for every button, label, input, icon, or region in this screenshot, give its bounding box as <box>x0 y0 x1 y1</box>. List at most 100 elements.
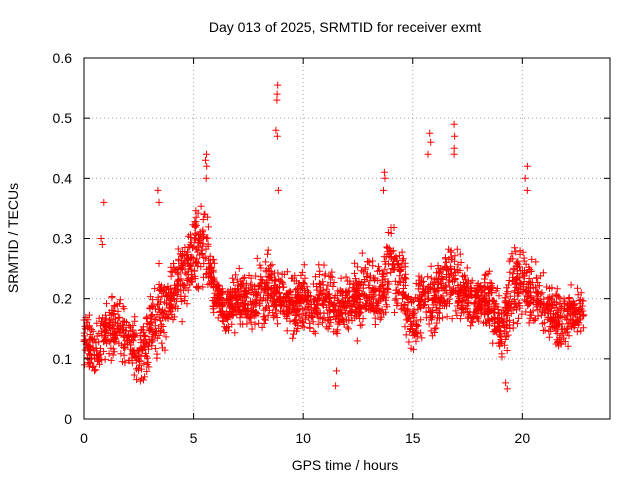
data-point <box>213 291 221 299</box>
data-point <box>442 286 450 294</box>
data-point <box>214 295 222 303</box>
data-point <box>124 331 132 339</box>
data-point <box>513 259 521 267</box>
data-point <box>313 294 321 302</box>
data-point <box>106 329 114 337</box>
data-point <box>334 326 342 334</box>
data-point <box>393 256 401 264</box>
data-point <box>142 314 150 322</box>
data-point <box>192 257 200 265</box>
data-point <box>267 294 274 302</box>
data-point <box>461 282 469 290</box>
data-point <box>351 259 359 267</box>
data-point <box>556 305 564 313</box>
data-point <box>141 373 149 381</box>
data-point <box>345 288 353 296</box>
data-point <box>273 314 281 321</box>
data-point <box>325 322 333 330</box>
data-point <box>91 367 98 375</box>
data-point <box>405 338 413 346</box>
data-point <box>148 303 156 311</box>
data-point <box>241 306 249 314</box>
data-point <box>236 314 244 322</box>
data-point <box>188 271 195 279</box>
data-point <box>525 319 533 327</box>
data-point <box>424 288 432 295</box>
data-point <box>565 294 573 301</box>
data-point <box>191 229 199 237</box>
data-point <box>161 298 169 306</box>
data-point <box>556 294 564 302</box>
data-point <box>441 281 449 289</box>
data-point <box>107 356 115 364</box>
data-point <box>264 311 272 319</box>
data-point <box>144 358 152 366</box>
data-point <box>310 328 318 335</box>
data-point <box>502 379 510 387</box>
data-point <box>316 284 324 292</box>
data-point <box>116 300 124 307</box>
data-point <box>299 280 307 288</box>
data-point <box>272 306 279 314</box>
data-point <box>253 254 261 262</box>
data-point <box>384 278 392 286</box>
data-point <box>375 263 382 271</box>
data-point <box>261 284 269 292</box>
data-point <box>449 285 457 293</box>
data-point <box>153 350 161 358</box>
data-point <box>85 343 93 351</box>
data-point <box>167 272 175 280</box>
data-point <box>323 285 331 293</box>
data-point <box>541 326 549 334</box>
data-point <box>355 304 363 312</box>
data-point <box>137 326 145 334</box>
data-point <box>221 311 229 319</box>
data-point <box>575 319 583 327</box>
data-point <box>364 296 372 304</box>
data-point <box>448 315 456 323</box>
data-point <box>274 269 282 277</box>
data-point <box>333 367 340 375</box>
grid-lines <box>84 58 610 419</box>
data-point <box>252 308 259 316</box>
data-point <box>338 292 346 300</box>
data-point <box>478 286 486 294</box>
data-point <box>248 325 256 333</box>
data-point <box>461 271 469 279</box>
data-point <box>128 359 136 367</box>
data-point <box>517 286 525 294</box>
data-point <box>235 264 243 272</box>
data-point <box>167 263 175 271</box>
data-point <box>380 310 388 318</box>
data-point <box>97 350 104 358</box>
data-point <box>352 306 360 314</box>
data-point <box>119 303 127 311</box>
data-point <box>328 268 336 276</box>
y-tick-label: 0 <box>64 411 72 427</box>
data-point <box>380 294 388 302</box>
data-point <box>150 315 158 323</box>
data-point <box>521 296 529 304</box>
data-point <box>579 307 587 315</box>
data-point <box>439 314 447 322</box>
data-point <box>335 297 343 305</box>
data-point <box>497 336 505 343</box>
data-point <box>380 186 387 194</box>
data-point <box>115 322 123 330</box>
data-point <box>202 270 210 278</box>
data-point <box>155 324 163 332</box>
data-point <box>88 326 95 334</box>
data-point <box>404 306 412 314</box>
data-point <box>101 326 109 334</box>
data-point <box>292 302 300 310</box>
data-point <box>510 265 518 273</box>
data-point <box>511 244 519 252</box>
data-point <box>148 311 156 319</box>
data-point <box>228 312 236 320</box>
data-point <box>390 224 398 231</box>
data-point <box>450 144 458 152</box>
data-point <box>459 296 467 304</box>
data-point <box>272 309 280 317</box>
data-point <box>312 283 320 290</box>
data-point <box>534 306 542 314</box>
